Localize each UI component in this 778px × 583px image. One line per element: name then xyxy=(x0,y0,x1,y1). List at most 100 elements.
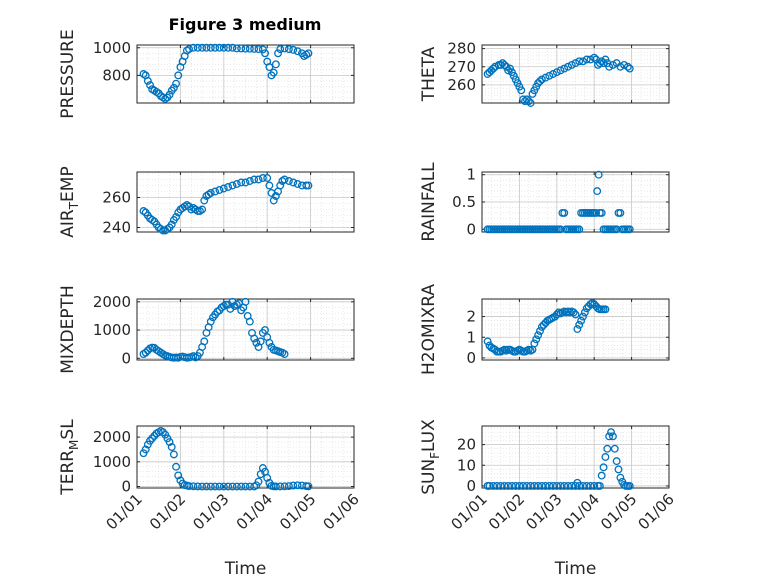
data-point xyxy=(517,86,526,95)
data-point xyxy=(597,208,606,217)
data-point xyxy=(241,297,250,306)
data-point xyxy=(537,481,546,490)
y-tick-label: 0.5 xyxy=(452,193,476,211)
data-point xyxy=(608,432,617,441)
data-point xyxy=(524,97,533,106)
data-point xyxy=(605,62,614,71)
data-point xyxy=(276,181,285,190)
data-point xyxy=(616,473,625,482)
data-point xyxy=(241,482,250,491)
data-point xyxy=(605,432,614,441)
data-point xyxy=(526,481,535,490)
x-tick-label: 01/01 xyxy=(448,490,491,533)
data-point xyxy=(189,43,198,52)
y-axis-label: SUNFLUX xyxy=(419,419,442,495)
data-point xyxy=(265,338,274,347)
data-point xyxy=(579,312,587,321)
data-point xyxy=(616,208,625,217)
x-tick-label: 01/01 xyxy=(103,490,146,533)
data-point xyxy=(206,189,215,197)
y-tick-label: 2000 xyxy=(93,428,131,446)
data-point xyxy=(592,208,601,217)
data-point xyxy=(556,66,565,75)
minor-grid xyxy=(136,172,355,232)
y-axis-label: AIRTEMP xyxy=(58,166,81,237)
data-point xyxy=(293,180,302,188)
data-point xyxy=(504,66,513,75)
data-point xyxy=(280,44,289,53)
y-tick-label: 10 xyxy=(457,456,476,474)
data-point xyxy=(228,482,237,491)
axes-box xyxy=(481,44,670,104)
y-axis-label: THETA xyxy=(419,46,439,102)
minor-grid xyxy=(481,44,670,104)
data-point xyxy=(265,181,274,190)
data-point xyxy=(515,481,524,490)
data-point xyxy=(601,453,610,461)
data-point xyxy=(511,481,520,490)
axes-box xyxy=(136,425,355,489)
data-point xyxy=(224,183,233,191)
y-tick-label: 20 xyxy=(457,436,476,454)
y-axis-label: PRESSURE xyxy=(58,29,78,118)
data-point xyxy=(211,43,220,52)
data-point xyxy=(146,436,154,445)
data-point xyxy=(245,177,254,185)
series-markers xyxy=(483,170,634,234)
data-point xyxy=(232,482,241,491)
data-point xyxy=(549,70,558,78)
data-point xyxy=(284,45,293,54)
data-point xyxy=(228,181,237,190)
data-point xyxy=(532,335,541,344)
y-axis-label: H2OMIXRA xyxy=(419,284,439,375)
data-point xyxy=(174,471,183,480)
data-point xyxy=(616,62,625,71)
axes-box xyxy=(481,298,670,361)
y-axis-label: RAINFALL xyxy=(419,162,439,242)
data-point xyxy=(485,481,494,490)
data-point xyxy=(284,177,293,185)
data-point xyxy=(141,348,150,357)
data-point xyxy=(625,225,634,234)
data-point xyxy=(519,481,528,490)
subplot-6: 0 1 2 H2OMIXRA xyxy=(419,284,670,375)
data-point xyxy=(549,481,558,490)
y-tick-label: 0 xyxy=(121,478,131,496)
data-point xyxy=(256,337,265,346)
y-tick-label: 0 xyxy=(466,477,476,495)
y-tick-label: 0 xyxy=(121,349,131,367)
y-tick-label: 0 xyxy=(466,349,476,367)
data-point xyxy=(269,196,278,205)
data-point xyxy=(215,186,224,194)
data-point xyxy=(612,225,621,234)
x-axis-label: Time xyxy=(224,559,267,579)
data-point xyxy=(541,481,550,490)
data-point xyxy=(607,428,615,437)
data-point xyxy=(237,178,246,187)
data-point xyxy=(586,55,595,64)
x-axis-label: Time xyxy=(554,559,597,579)
data-point xyxy=(280,175,289,184)
y-tick-label: 1000 xyxy=(93,321,131,339)
data-point xyxy=(564,481,572,490)
data-point xyxy=(254,45,263,54)
data-point xyxy=(228,43,237,52)
x-tick-label: 01/06 xyxy=(320,490,363,533)
data-point xyxy=(202,482,211,491)
data-point xyxy=(580,308,589,317)
data-point xyxy=(537,75,546,84)
data-point xyxy=(569,308,578,317)
data-point xyxy=(536,327,544,336)
y-tick-label: 280 xyxy=(447,40,476,58)
y-tick-label: 2 xyxy=(466,308,476,326)
data-point xyxy=(507,481,516,490)
data-point xyxy=(219,184,228,193)
data-point xyxy=(614,465,623,474)
data-point xyxy=(172,79,181,88)
data-point xyxy=(167,443,176,451)
data-point xyxy=(582,55,591,64)
data-point xyxy=(198,482,207,491)
data-point xyxy=(254,477,263,486)
data-point xyxy=(269,68,278,77)
